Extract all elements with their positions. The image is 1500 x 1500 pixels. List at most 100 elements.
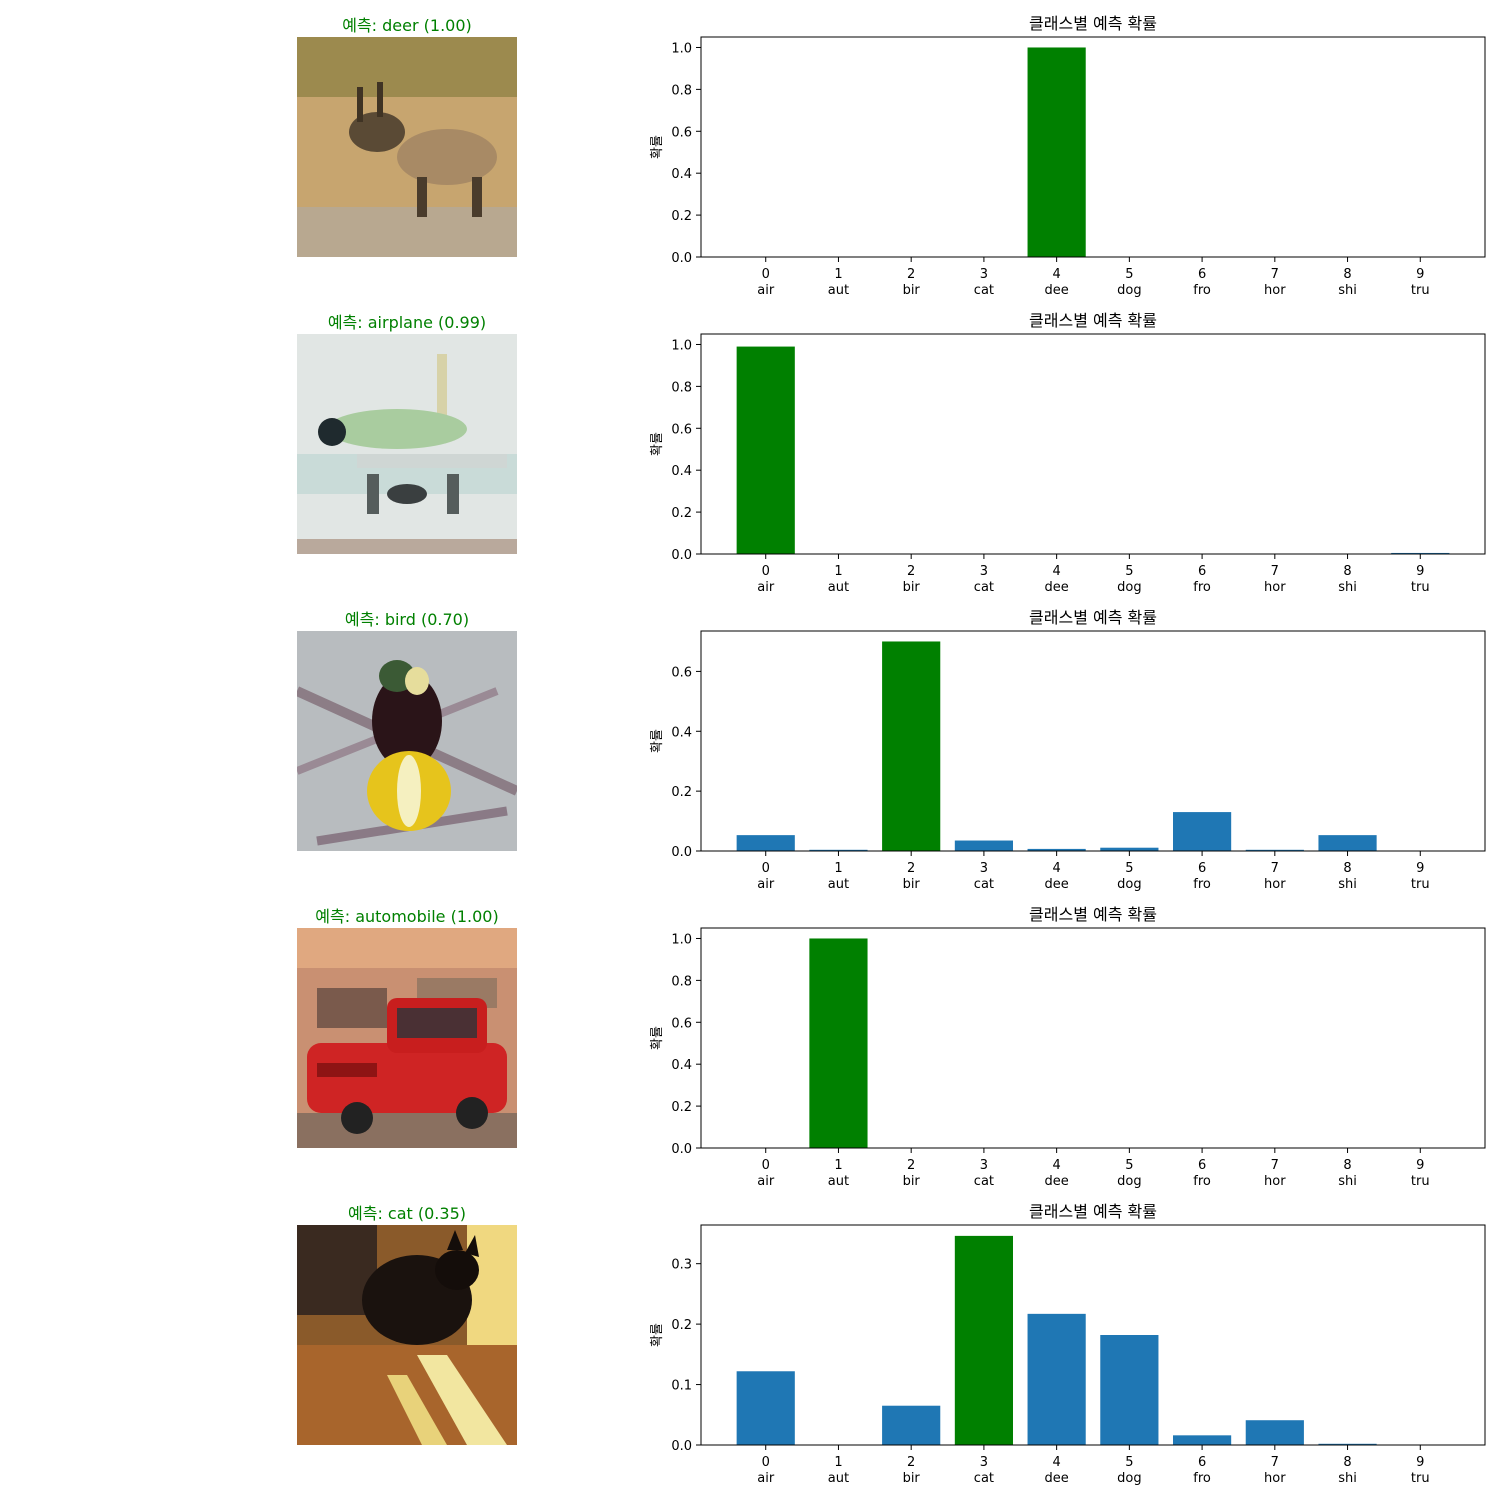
bar-bir bbox=[882, 1405, 941, 1445]
bar-dee bbox=[1027, 47, 1086, 257]
y-axis-label: 확률 bbox=[650, 729, 665, 753]
x-tick-label: air bbox=[757, 877, 775, 891]
x-tick-label: tru bbox=[1411, 877, 1430, 891]
y-axis-label: 확률 bbox=[650, 432, 665, 456]
prediction-title: 예측: cat (0.35) bbox=[348, 1204, 466, 1223]
bar-hor bbox=[1245, 1420, 1304, 1445]
x-tick-label: dee bbox=[1045, 1174, 1069, 1188]
x-tick-label: dog bbox=[1117, 580, 1141, 594]
x-tick-label: dee bbox=[1045, 877, 1069, 891]
y-tick-label: 0.8 bbox=[671, 380, 692, 395]
bar-dog bbox=[1100, 1335, 1159, 1445]
x-tick-number: 7 bbox=[1271, 861, 1279, 876]
x-tick-number: 6 bbox=[1198, 861, 1206, 876]
x-tick-number: 9 bbox=[1416, 861, 1424, 876]
x-tick-number: 1 bbox=[834, 1455, 842, 1470]
x-tick-label: dog bbox=[1117, 283, 1141, 297]
x-tick-number: 5 bbox=[1125, 1158, 1133, 1173]
x-tick-label: tru bbox=[1411, 580, 1430, 594]
x-tick-number: 2 bbox=[907, 1455, 915, 1470]
y-axis-label: 확률 bbox=[650, 1323, 665, 1347]
y-tick-label: 0.0 bbox=[671, 251, 692, 266]
plot-frame bbox=[700, 630, 1486, 852]
x-tick-number: 8 bbox=[1343, 861, 1351, 876]
prediction-panel: 예측: bird (0.70) 클래스별 예측 확률 확률 0.0 0.2 0.4 0.6 0… bbox=[0, 594, 1500, 891]
y-tick-label: 0.4 bbox=[671, 167, 692, 182]
x-tick-number: 5 bbox=[1125, 1455, 1133, 1470]
x-tick-label: cat bbox=[974, 1174, 994, 1188]
x-tick-number: 0 bbox=[762, 564, 770, 579]
x-tick-label: aut bbox=[828, 1471, 849, 1485]
x-tick-label: tru bbox=[1411, 1174, 1430, 1188]
bar-cat bbox=[954, 840, 1013, 851]
x-tick-number: 6 bbox=[1198, 564, 1206, 579]
y-tick-label: 0.2 bbox=[671, 1100, 692, 1115]
x-tick-label: shi bbox=[1338, 283, 1357, 297]
x-tick-number: 6 bbox=[1198, 267, 1206, 282]
prediction-title: 예측: airplane (0.99) bbox=[327, 313, 487, 332]
x-tick-label: dog bbox=[1117, 877, 1141, 891]
y-axis-label: 확률 bbox=[650, 1026, 665, 1050]
x-tick-number: 8 bbox=[1343, 267, 1351, 282]
x-tick-number: 4 bbox=[1052, 267, 1060, 282]
bar-hor bbox=[1245, 849, 1304, 851]
y-tick-label: 0.0 bbox=[671, 548, 692, 563]
y-tick-label: 0.0 bbox=[671, 845, 692, 860]
x-tick-label: fro bbox=[1193, 580, 1211, 594]
x-tick-number: 9 bbox=[1416, 1158, 1424, 1173]
y-tick-label: 0.6 bbox=[671, 422, 692, 437]
x-tick-number: 2 bbox=[907, 861, 915, 876]
x-tick-label: hor bbox=[1264, 1471, 1286, 1485]
prediction-panel: 예측: deer (1.00) 클래스별 예측 확률 확률 0.0 0.2 0.4 0.6 0… bbox=[0, 0, 1500, 297]
chart-title: 클래스별 예측 확률 bbox=[1029, 905, 1157, 924]
chart-title: 클래스별 예측 확률 bbox=[1029, 608, 1157, 627]
x-tick-number: 4 bbox=[1052, 861, 1060, 876]
y-tick-label: 1.0 bbox=[671, 338, 692, 353]
x-tick-label: hor bbox=[1264, 580, 1286, 594]
y-tick-label: 0.6 bbox=[671, 665, 692, 680]
bar-air bbox=[736, 835, 795, 851]
y-tick-label: 1.0 bbox=[671, 41, 692, 56]
bar-fro bbox=[1173, 812, 1232, 851]
y-tick-label: 0.4 bbox=[671, 464, 692, 479]
x-tick-number: 4 bbox=[1052, 1158, 1060, 1173]
x-tick-label: fro bbox=[1193, 877, 1211, 891]
bar-shi bbox=[1318, 1443, 1377, 1445]
x-tick-number: 2 bbox=[907, 267, 915, 282]
car-photo bbox=[297, 928, 517, 1148]
airplane-photo bbox=[297, 334, 517, 554]
x-tick-label: bir bbox=[903, 580, 921, 594]
x-tick-number: 8 bbox=[1343, 1455, 1351, 1470]
x-tick-number: 1 bbox=[834, 267, 842, 282]
y-tick-label: 0.0 bbox=[671, 1142, 692, 1157]
plot-frame bbox=[700, 1224, 1486, 1446]
x-tick-label: cat bbox=[974, 1471, 994, 1485]
x-tick-number: 9 bbox=[1416, 267, 1424, 282]
x-tick-label: bir bbox=[903, 1174, 921, 1188]
x-tick-number: 0 bbox=[762, 861, 770, 876]
bar-air bbox=[736, 1371, 795, 1445]
x-tick-number: 1 bbox=[834, 1158, 842, 1173]
x-tick-label: cat bbox=[974, 580, 994, 594]
x-tick-label: bir bbox=[903, 283, 921, 297]
x-tick-number: 8 bbox=[1343, 1158, 1351, 1173]
x-tick-number: 2 bbox=[907, 564, 915, 579]
chart-title: 클래스별 예측 확률 bbox=[1029, 1202, 1157, 1221]
x-tick-label: hor bbox=[1264, 283, 1286, 297]
y-tick-label: 0.2 bbox=[671, 506, 692, 521]
plot-frame bbox=[700, 927, 1486, 1149]
x-tick-label: dee bbox=[1045, 580, 1069, 594]
x-tick-number: 3 bbox=[980, 267, 988, 282]
y-tick-label: 0.1 bbox=[671, 1379, 692, 1394]
y-tick-label: 0.3 bbox=[671, 1258, 692, 1273]
y-tick-label: 0.0 bbox=[671, 1439, 692, 1454]
x-tick-number: 7 bbox=[1271, 1455, 1279, 1470]
prediction-panel: 예측: automobile (1.00) 클래스별 예측 확률 확률 0.0 0.2 0… bbox=[0, 891, 1500, 1188]
y-tick-label: 0.6 bbox=[671, 125, 692, 140]
bar-dog bbox=[1100, 847, 1159, 851]
x-tick-label: shi bbox=[1338, 1471, 1357, 1485]
x-tick-label: dog bbox=[1117, 1174, 1141, 1188]
y-tick-label: 0.2 bbox=[671, 209, 692, 224]
x-tick-number: 6 bbox=[1198, 1455, 1206, 1470]
